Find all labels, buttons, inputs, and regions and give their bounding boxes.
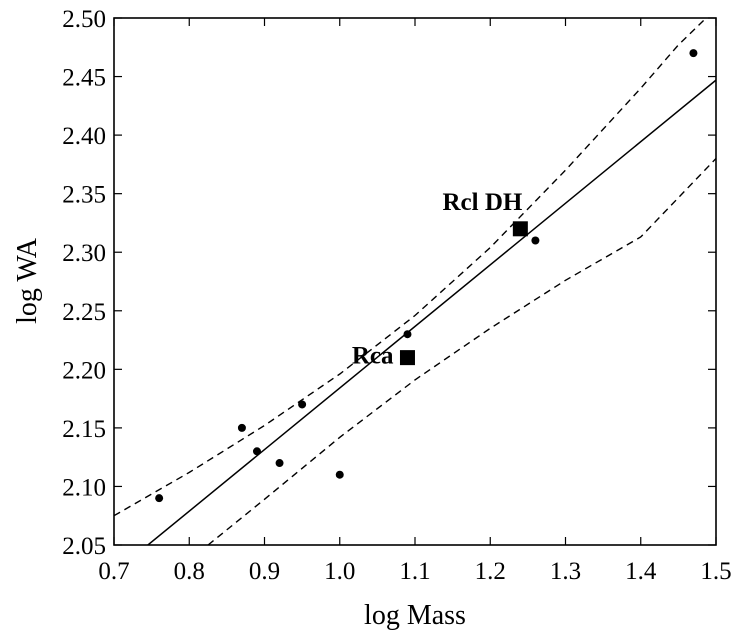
- data-point: [403, 330, 412, 339]
- x-tick-label: 1.3: [550, 558, 581, 585]
- y-tick-label: 2.50: [62, 6, 106, 33]
- highlight-point: [399, 350, 415, 366]
- x-tick-label: 0.7: [98, 558, 129, 585]
- y-tick-label: 2.15: [62, 416, 106, 443]
- data-point: [531, 236, 540, 245]
- data-point: [689, 49, 698, 58]
- data-point: [335, 470, 344, 479]
- y-axis-label: log WA: [12, 237, 43, 324]
- y-tick-label: 2.10: [62, 474, 106, 501]
- x-tick-label: 0.8: [174, 558, 205, 585]
- point-annotation: Rca: [352, 343, 394, 370]
- x-tick-label: 1.4: [625, 558, 657, 585]
- data-point: [237, 423, 246, 432]
- x-tick-label: 1.2: [475, 558, 506, 585]
- data-point: [275, 459, 284, 468]
- y-tick-label: 2.30: [62, 240, 106, 267]
- y-tick-label: 2.35: [62, 182, 106, 209]
- labels-layer: Rca Rcl DH: [352, 189, 523, 370]
- ticks-layer: 0.7 0.8 0.9 1.0 1.1 1.2 1.3 1.4 1.5 2.05 2.10 2.15 2…: [62, 6, 731, 585]
- data-point: [252, 447, 261, 456]
- lines-layer: [114, 18, 716, 545]
- y-tick-label: 2.25: [62, 299, 106, 326]
- y-tick-label: 2.45: [62, 65, 106, 92]
- lower-confidence-band: [207, 158, 716, 545]
- regression-line: [147, 79, 716, 545]
- points-layer: [155, 49, 698, 503]
- upper-confidence-band: [114, 18, 707, 517]
- highlight-point: [512, 221, 528, 237]
- plot-frame: [113, 17, 717, 546]
- y-tick-label: 2.20: [62, 357, 106, 384]
- x-tick-label: 0.9: [249, 558, 280, 585]
- point-annotation: Rcl DH: [442, 189, 522, 216]
- x-tick-label: 1.1: [399, 558, 430, 585]
- x-tick-label: 1.5: [700, 558, 731, 585]
- x-axis-label: log Mass: [364, 600, 466, 631]
- x-tick-label: 1.0: [324, 558, 355, 585]
- y-tick-label: 2.40: [62, 123, 106, 150]
- data-point: [155, 494, 164, 503]
- y-tick-label: 2.05: [62, 533, 106, 560]
- data-point: [298, 400, 307, 409]
